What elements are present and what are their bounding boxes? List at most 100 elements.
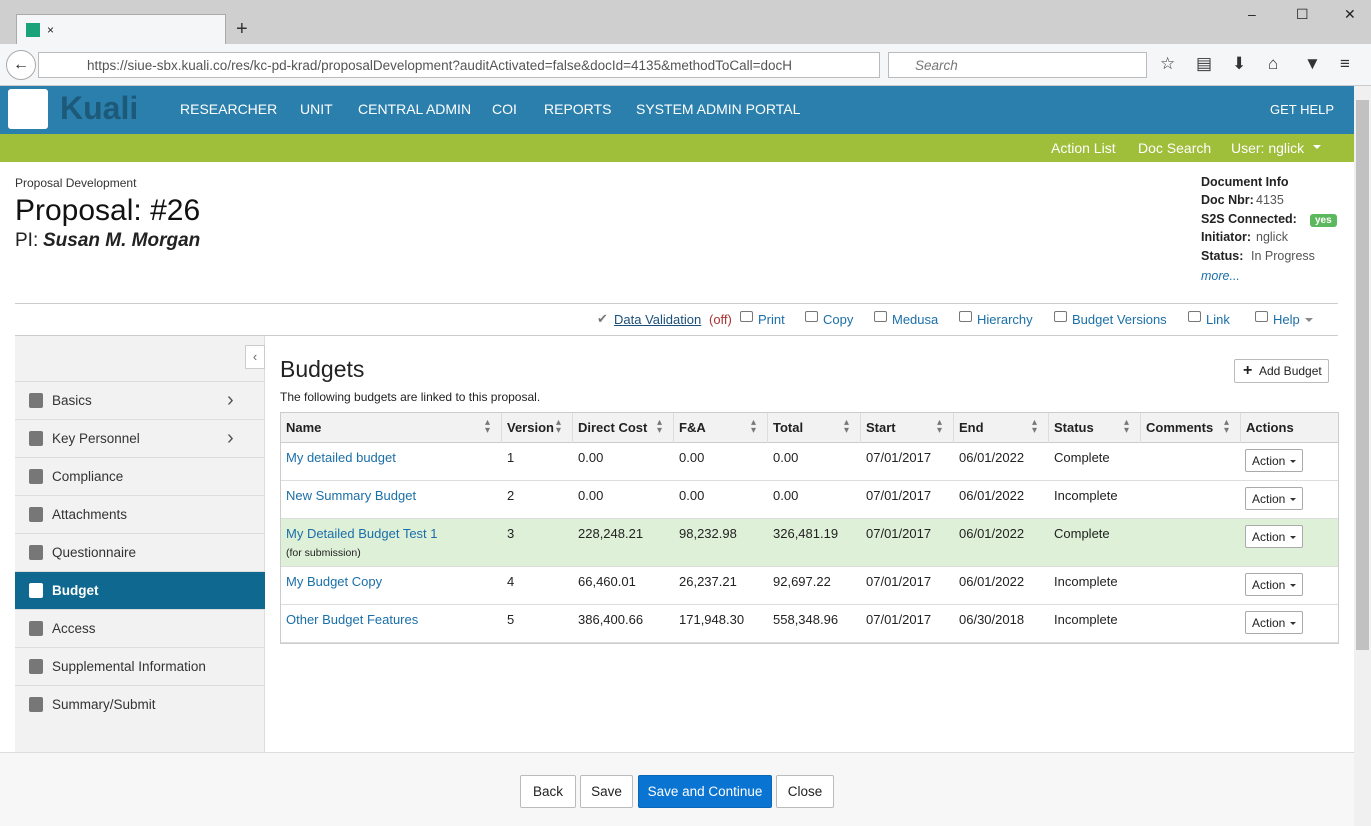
table-cell: 06/01/2022 (959, 488, 1025, 503)
column-header[interactable]: F&A (679, 420, 706, 435)
toolbar-icon[interactable]: ⌂ (1268, 54, 1279, 73)
divider (15, 335, 1338, 336)
toolbar-link[interactable]: Link (1206, 312, 1230, 327)
budgets-table (280, 412, 1339, 644)
sidebar-icon (29, 469, 43, 484)
sidebar-icon (29, 583, 43, 598)
footer-button[interactable]: Back (520, 775, 576, 808)
new-tab[interactable]: + (236, 18, 248, 40)
toolbar-link[interactable]: Medusa (892, 312, 939, 327)
toolbar-icon[interactable]: ▤ (1196, 54, 1213, 73)
action-label: Action (1252, 578, 1286, 592)
action-button[interactable]: Action (1245, 449, 1303, 472)
nav-link[interactable]: SYSTEM ADMIN PORTAL (636, 101, 801, 117)
nav-link[interactable]: UNIT (300, 101, 333, 117)
budget-name-link[interactable]: My Budget Copy (286, 574, 383, 589)
doc-info-label: Initiator: (1201, 230, 1251, 244)
toolbar-link[interactable]: Copy (823, 312, 854, 327)
table-cell: 171,948.30 (679, 612, 745, 627)
column-header[interactable]: Start (866, 420, 896, 435)
action-button[interactable]: Action (1245, 573, 1303, 596)
table-cell: 06/01/2022 (959, 574, 1025, 589)
sidebar-item[interactable]: Key Personnel › (15, 419, 265, 457)
toolbar-icon[interactable]: ▼ (1304, 54, 1321, 73)
table-cell: 0.00 (773, 450, 799, 465)
column-header[interactable]: End (959, 420, 984, 435)
expand-chevron: › (227, 427, 234, 449)
action-button[interactable]: Action (1245, 611, 1303, 634)
action-button[interactable]: Action (1245, 487, 1303, 510)
more-link[interactable]: more... (1201, 269, 1240, 283)
budget-note: (for submission) (286, 547, 361, 559)
column-header[interactable]: Status (1054, 420, 1094, 435)
doc-info-value: In Progress (1251, 248, 1315, 263)
column-header[interactable]: Direct Cost (578, 420, 648, 435)
tab-bar (0, 0, 1371, 44)
toolbar-icon (1054, 311, 1067, 322)
budget-name-link[interactable]: New Summary Budget (286, 488, 417, 503)
logo-text[interactable]: Kuali (60, 90, 139, 126)
table-cell: 06/01/2022 (959, 450, 1025, 465)
logo-mark[interactable] (8, 89, 48, 129)
sidebar-item[interactable]: Attachments (15, 495, 265, 533)
url-field[interactable]: https://siue-sbx.kuali.co/res/kc-pd-krad… (38, 52, 880, 78)
window-control[interactable]: – (1248, 6, 1256, 22)
sidebar-item[interactable]: Summary/Submit (15, 685, 265, 723)
toolbar-link[interactable]: Print (758, 312, 785, 327)
budget-name-link[interactable]: My detailed budget (286, 450, 396, 465)
table-cell: 07/01/2017 (866, 450, 932, 465)
toolbar-icon (874, 311, 887, 322)
column-header[interactable]: Name (286, 420, 322, 435)
footer-button-label: Back (532, 784, 563, 799)
sidebar-item[interactable]: Budget (15, 571, 265, 609)
footer-button[interactable]: Save (580, 775, 633, 808)
sidebar-item[interactable]: Basics › (15, 381, 265, 419)
action-caret (1290, 536, 1296, 542)
back-button[interactable]: ← (6, 50, 36, 80)
budget-name-link[interactable]: My Detailed Budget Test 1 (286, 526, 438, 541)
sidebar-item[interactable]: Questionnaire (15, 533, 265, 571)
action-caret (1290, 460, 1296, 466)
sidebar-item[interactable]: Supplemental Information (15, 647, 265, 685)
search-field[interactable]: Search (888, 52, 1147, 78)
window-control[interactable]: ☐ (1296, 6, 1309, 22)
sidebar-label: Key Personnel (52, 431, 140, 446)
sub-bar-link[interactable]: Doc Search (1138, 140, 1212, 156)
toolbar-link[interactable]: Hierarchy (977, 312, 1033, 327)
nav-link[interactable]: COI (492, 101, 517, 117)
footer-button[interactable]: Close (776, 775, 834, 808)
table-cell: Complete (1054, 450, 1110, 465)
scrollbar-thumb[interactable] (1356, 100, 1369, 650)
nav-link[interactable]: RESEARCHER (180, 101, 278, 117)
get-help[interactable]: GET HELP (1270, 102, 1335, 117)
table-cell: 07/01/2017 (866, 526, 932, 541)
add-budget-button[interactable]: + Add Budget (1234, 359, 1329, 383)
nav-link[interactable]: CENTRAL ADMIN (358, 101, 472, 117)
column-header[interactable]: Version (507, 420, 554, 435)
sub-bar-link[interactable]: Action List (1051, 140, 1116, 156)
table-cell: 92,697.22 (773, 574, 831, 589)
data-validation-link[interactable]: Data Validation (614, 312, 702, 327)
browser-tab[interactable]: × (16, 14, 226, 46)
collapse-button[interactable]: ‹ (245, 345, 265, 369)
sub-bar-link[interactable]: User: nglick (1231, 140, 1305, 156)
action-label: Action (1252, 530, 1286, 544)
toolbar-link[interactable]: Budget Versions (1072, 312, 1167, 327)
action-button[interactable]: Action (1245, 525, 1303, 548)
toolbar-icon (740, 311, 753, 322)
column-header[interactable]: Total (773, 420, 804, 435)
nav-link[interactable]: REPORTS (544, 101, 612, 117)
budget-name-link[interactable]: Other Budget Features (286, 612, 419, 627)
toolbar-link[interactable]: Help (1273, 312, 1300, 327)
table-cell: 07/01/2017 (866, 574, 932, 589)
sidebar-item[interactable]: Access (15, 609, 265, 647)
toolbar-icon[interactable]: ☆ (1160, 54, 1176, 73)
footer-button[interactable]: Save and Continue (638, 775, 772, 808)
sidebar-item[interactable]: Compliance (15, 457, 265, 495)
table-cell: 98,232.98 (679, 526, 737, 541)
column-header[interactable]: Comments (1146, 420, 1214, 435)
toolbar-icon[interactable]: ≡ (1340, 54, 1350, 73)
toolbar-icon[interactable]: ⬇ (1232, 54, 1247, 73)
window-control[interactable]: ✕ (1344, 6, 1356, 22)
sort-icon: ▴ ▾ (1032, 417, 1038, 436)
